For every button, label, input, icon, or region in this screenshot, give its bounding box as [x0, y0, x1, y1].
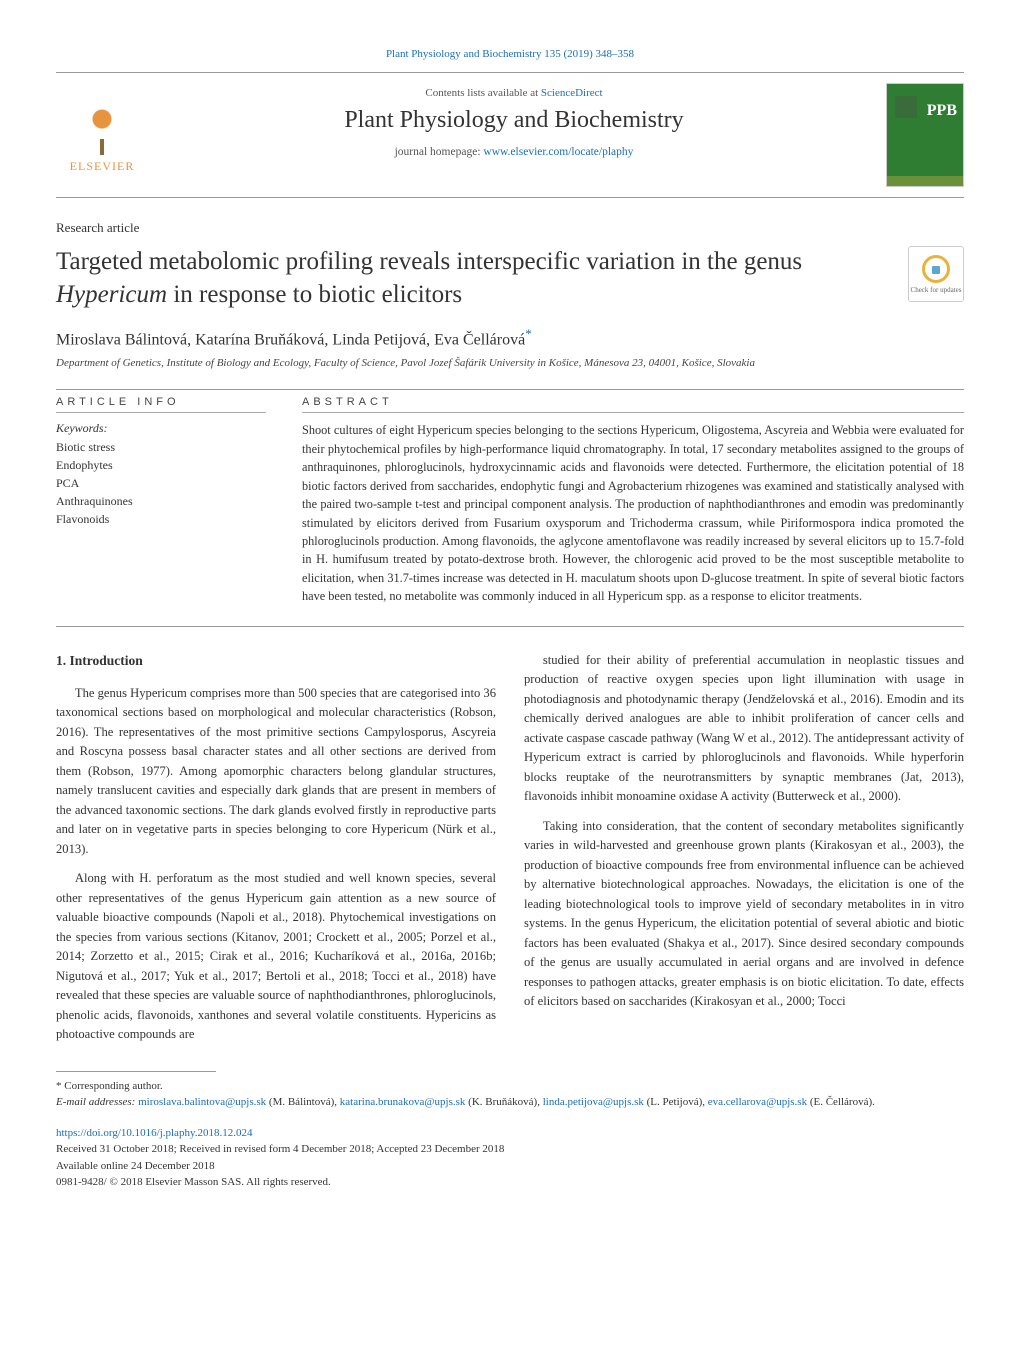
title-suffix: in response to biotic elicitors — [167, 281, 462, 308]
email-who: (K. Bruňáková), — [468, 1096, 543, 1108]
cover-abbrev: PPB — [927, 102, 957, 120]
affiliation: Department of Genetics, Institute of Bio… — [56, 357, 964, 369]
email-link[interactable]: miroslava.balintova@upjs.sk — [138, 1096, 266, 1108]
title-prefix: Targeted metabolomic profiling reveals i… — [56, 248, 802, 275]
abstract-text: Shoot cultures of eight Hypericum specie… — [302, 421, 964, 605]
running-head: Plant Physiology and Biochemistry 135 (2… — [56, 48, 964, 60]
journal-title: Plant Physiology and Biochemistry — [158, 107, 870, 134]
article-type: Research article — [56, 220, 964, 236]
email-who: (L. Petijová), — [647, 1096, 708, 1108]
email-who: (E. Čellárová). — [810, 1096, 875, 1108]
intro-para: Taking into consideration, that the cont… — [524, 817, 964, 1012]
article-info-head: ARTICLE INFO — [56, 396, 266, 413]
keywords-list: Biotic stress Endophytes PCA Anthraquino… — [56, 438, 266, 528]
updates-icon — [922, 255, 950, 283]
keywords-label: Keywords: — [56, 421, 266, 436]
keyword: Anthraquinones — [56, 492, 266, 510]
keyword: Flavonoids — [56, 510, 266, 528]
email-link[interactable]: linda.petijova@upjs.sk — [543, 1096, 644, 1108]
doi-link[interactable]: https://doi.org/10.1016/j.plaphy.2018.12… — [56, 1127, 252, 1139]
abstract-head: ABSTRACT — [302, 396, 964, 413]
homepage-link[interactable]: www.elsevier.com/locate/plaphy — [483, 146, 633, 158]
title-italic: Hypericum — [56, 281, 167, 308]
corresponding-note: * Corresponding author. — [56, 1078, 964, 1095]
intro-para: The genus Hypericum comprises more than … — [56, 684, 496, 860]
publisher-logo: ELSEVIER — [56, 83, 148, 187]
copyright-line: 0981-9428/ © 2018 Elsevier Masson SAS. A… — [56, 1174, 964, 1191]
homepage-prefix: journal homepage: — [395, 146, 484, 158]
keyword: Biotic stress — [56, 438, 266, 456]
intro-para: Along with H. perforatum as the most stu… — [56, 869, 496, 1045]
journal-header: ELSEVIER Contents lists available at Sci… — [56, 72, 964, 198]
updates-badge-text: Check for updates — [911, 286, 962, 294]
check-updates-badge[interactable]: Check for updates — [908, 246, 964, 302]
emails-label: E-mail addresses: — [56, 1096, 138, 1108]
article-title: Targeted metabolomic profiling reveals i… — [56, 246, 908, 311]
corresponding-mark[interactable]: * — [525, 327, 531, 341]
contents-prefix: Contents lists available at — [425, 87, 540, 99]
footnotes: * Corresponding author. E-mail addresses… — [56, 1071, 964, 1111]
keyword: Endophytes — [56, 456, 266, 474]
email-addresses: E-mail addresses: miroslava.balintova@up… — [56, 1094, 964, 1111]
journal-cover-thumb: PPB — [886, 83, 964, 187]
email-link[interactable]: katarina.brunakova@upjs.sk — [340, 1096, 466, 1108]
authors: Miroslava Bálintová, Katarína Bruňáková,… — [56, 327, 964, 349]
email-link[interactable]: eva.cellarova@upjs.sk — [708, 1096, 807, 1108]
elsevier-tree-icon — [73, 97, 131, 155]
running-head-link[interactable]: Plant Physiology and Biochemistry 135 (2… — [386, 48, 634, 60]
available-line: Available online 24 December 2018 — [56, 1158, 964, 1175]
homepage-line: journal homepage: www.elsevier.com/locat… — [158, 146, 870, 158]
keyword: PCA — [56, 474, 266, 492]
publisher-name: ELSEVIER — [70, 159, 135, 174]
authors-line: Miroslava Bálintová, Katarína Bruňáková,… — [56, 331, 525, 348]
sciencedirect-link[interactable]: ScienceDirect — [541, 87, 603, 99]
doi-block: https://doi.org/10.1016/j.plaphy.2018.12… — [56, 1125, 964, 1191]
intro-para: studied for their ability of preferentia… — [524, 651, 964, 807]
history-line: Received 31 October 2018; Received in re… — [56, 1141, 964, 1158]
contents-line: Contents lists available at ScienceDirec… — [158, 87, 870, 99]
email-who: (M. Bálintová), — [269, 1096, 340, 1108]
intro-heading: 1. Introduction — [56, 651, 496, 672]
body-columns: 1. Introduction The genus Hypericum comp… — [56, 651, 964, 1045]
